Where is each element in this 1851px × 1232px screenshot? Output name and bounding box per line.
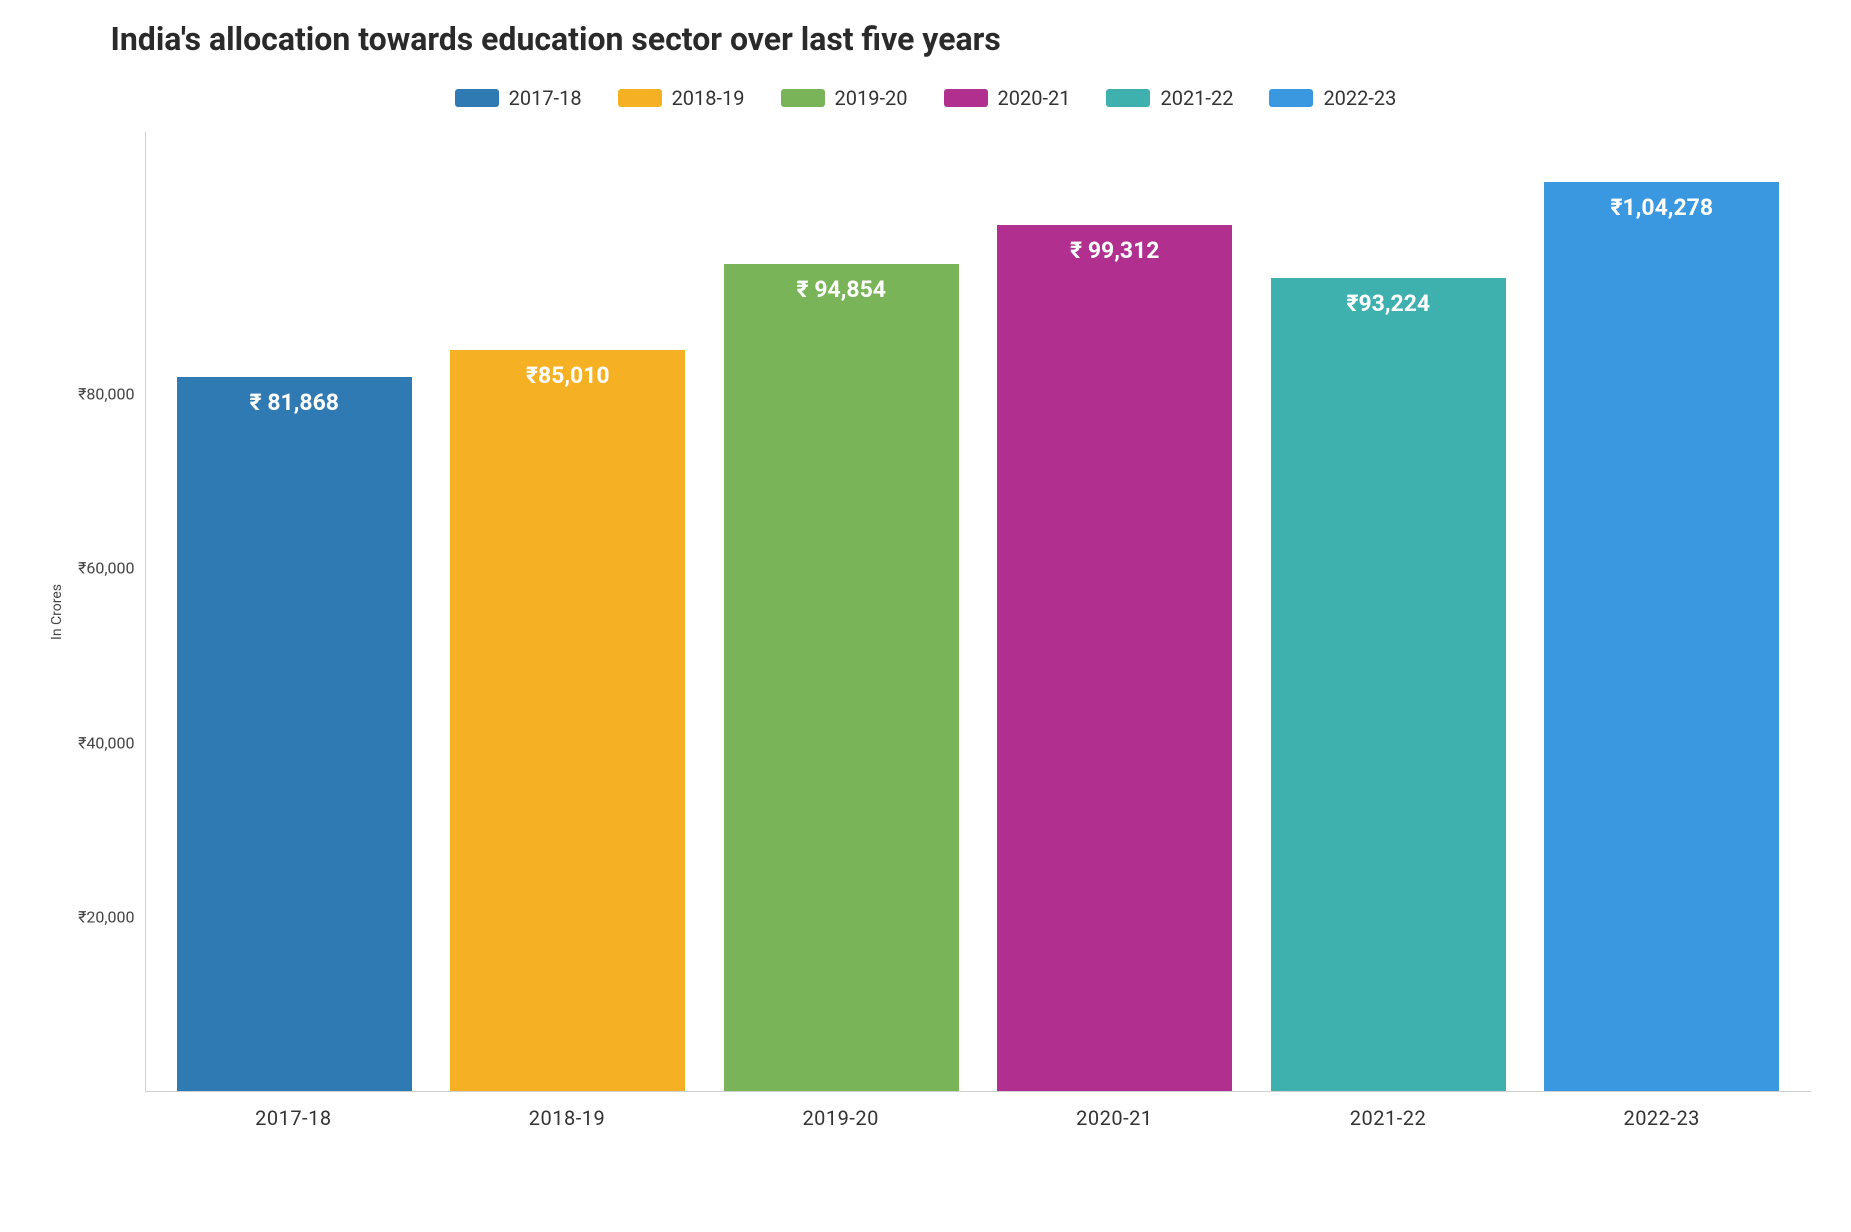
x-tick-label: 2022-23 <box>1525 1106 1799 1130</box>
bar-slot: ₹ 99,312 <box>978 132 1252 1091</box>
x-tick-label: 2017-18 <box>157 1106 431 1130</box>
x-axis-ticks: 2017-182018-192019-202020-212021-222022-… <box>145 1092 1811 1130</box>
bar: ₹ 99,312 <box>997 225 1232 1091</box>
legend-label: 2021-22 <box>1160 86 1233 110</box>
legend-swatch <box>944 89 988 107</box>
bar: ₹85,010 <box>450 350 685 1091</box>
bar-slot: ₹1,04,278 <box>1525 132 1799 1091</box>
y-tick-label: ₹40,000 <box>78 733 134 752</box>
legend-label: 2019-20 <box>835 86 908 110</box>
legend-item: 2020-21 <box>944 86 1071 110</box>
bar-value-label: ₹ 94,854 <box>724 276 959 303</box>
bar-value-label: ₹93,224 <box>1271 290 1506 317</box>
x-tick-label: 2019-20 <box>704 1106 978 1130</box>
bar-value-label: ₹1,04,278 <box>1544 194 1779 221</box>
bar: ₹1,04,278 <box>1544 182 1779 1091</box>
x-tick-label: 2021-22 <box>1251 1106 1525 1130</box>
bar-slot: ₹85,010 <box>431 132 705 1091</box>
plot-area: ₹ 81,868 ₹85,010 ₹ 94,854 ₹ 99,312 ₹93,224 ₹1… <box>145 132 1811 1092</box>
legend-swatch <box>455 89 499 107</box>
legend-label: 2020-21 <box>998 86 1071 110</box>
bar: ₹ 81,868 <box>177 377 412 1091</box>
x-tick-label: 2018-19 <box>430 1106 704 1130</box>
bar: ₹ 94,854 <box>724 264 959 1091</box>
education-allocation-chart: India's allocation towards education sec… <box>41 20 1811 1130</box>
legend-item: 2019-20 <box>781 86 908 110</box>
legend-swatch <box>1269 89 1313 107</box>
bars-group: ₹ 81,868 ₹85,010 ₹ 94,854 ₹ 99,312 ₹93,224 ₹1… <box>146 132 1811 1091</box>
legend-item: 2021-22 <box>1106 86 1233 110</box>
legend-label: 2022-23 <box>1323 86 1396 110</box>
chart-legend: 2017-18 2018-19 2019-20 2020-21 2021-22 2022-… <box>41 86 1811 110</box>
bar-slot: ₹ 94,854 <box>705 132 979 1091</box>
y-tick-label: ₹80,000 <box>78 384 134 403</box>
x-tick-label: 2020-21 <box>978 1106 1252 1130</box>
legend-label: 2018-19 <box>672 86 745 110</box>
chart-title: India's allocation towards education sec… <box>111 20 1811 58</box>
y-axis-ticks: ₹20,000 ₹40,000 ₹60,000 ₹80,000 <box>65 132 145 1092</box>
legend-item: 2018-19 <box>618 86 745 110</box>
bar-value-label: ₹ 99,312 <box>997 237 1232 264</box>
bar-slot: ₹ 81,868 <box>158 132 432 1091</box>
legend-swatch <box>618 89 662 107</box>
legend-swatch <box>781 89 825 107</box>
legend-item: 2017-18 <box>455 86 582 110</box>
y-tick-label: ₹20,000 <box>78 908 134 927</box>
legend-label: 2017-18 <box>509 86 582 110</box>
y-axis-label: In Crores <box>41 584 65 640</box>
y-tick-label: ₹60,000 <box>78 559 134 578</box>
plot-area-wrap: In Crores ₹20,000 ₹40,000 ₹60,000 ₹80,000 ₹… <box>41 132 1811 1092</box>
legend-swatch <box>1106 89 1150 107</box>
bar-value-label: ₹ 81,868 <box>177 389 412 416</box>
bar: ₹93,224 <box>1271 278 1506 1091</box>
bar-slot: ₹93,224 <box>1252 132 1526 1091</box>
legend-item: 2022-23 <box>1269 86 1396 110</box>
bar-value-label: ₹85,010 <box>450 362 685 389</box>
